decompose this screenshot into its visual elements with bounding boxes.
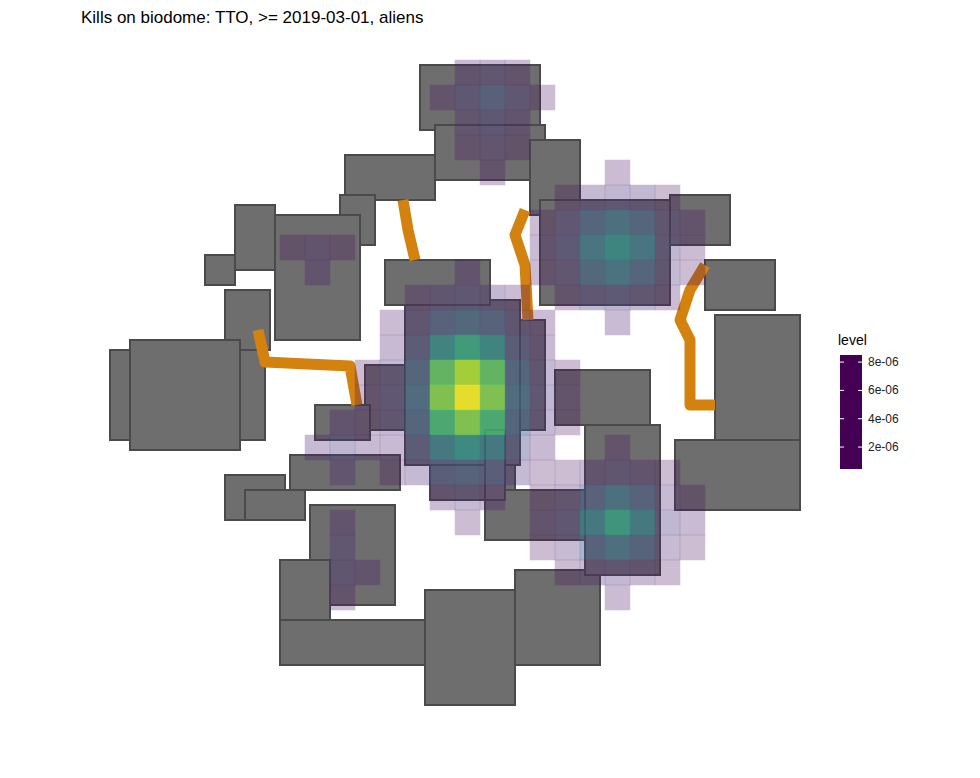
svg-text:4e-06: 4e-06 [868, 412, 899, 426]
svg-text:2e-06: 2e-06 [868, 440, 899, 454]
svg-text:Kills on biodome: TTO, >= 2019: Kills on biodome: TTO, >= 2019-03-01, al… [81, 8, 423, 27]
svg-text:8e-06: 8e-06 [868, 355, 899, 369]
svg-text:level: level [838, 332, 867, 348]
svg-text:6e-06: 6e-06 [868, 383, 899, 397]
